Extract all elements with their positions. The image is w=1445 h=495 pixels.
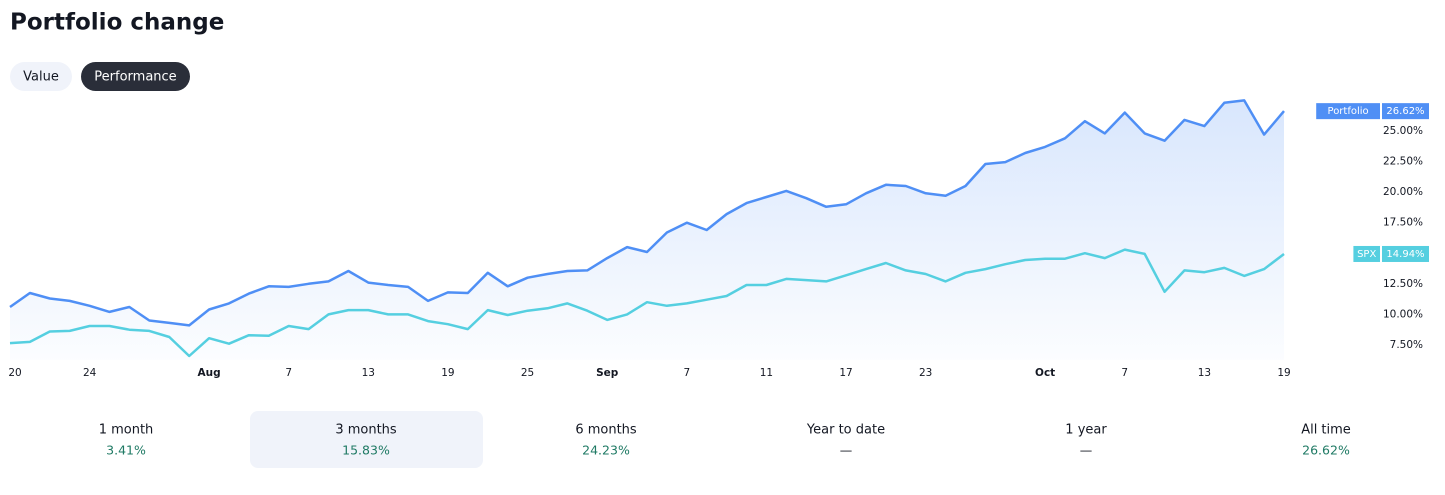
period-label: All time	[1301, 423, 1351, 438]
badge-name: SPX	[1357, 249, 1376, 260]
y-tick-label: 10.00%	[1383, 308, 1423, 320]
period-value: 3.41%	[106, 443, 146, 458]
x-tick-label: 20	[8, 367, 21, 379]
series-line	[9, 99, 1285, 327]
period-value: —	[1080, 443, 1093, 458]
y-tick-label: 22.50%	[1383, 156, 1423, 168]
period-tab[interactable]: All time 26.62%	[1301, 423, 1351, 458]
toggle-bg	[81, 62, 190, 91]
x-tick-label: Oct	[1035, 367, 1055, 379]
x-tick-label: 19	[441, 367, 454, 379]
x-tick-label: 23	[919, 367, 932, 379]
x-tick-label: 7	[683, 367, 690, 379]
x-tick-label: 25	[521, 367, 534, 379]
toggle-label: Performance	[94, 70, 176, 85]
x-tick-label: Sep	[596, 367, 619, 379]
period-tab[interactable]: 1 year —	[1065, 423, 1107, 458]
x-tick-label: Aug	[198, 367, 221, 379]
x-tick-label: 7	[285, 367, 292, 379]
period-label: 1 month	[99, 423, 154, 438]
x-tick-label: 24	[83, 367, 97, 379]
x-tick-label: 19	[1277, 367, 1290, 379]
period-value: 24.23%	[582, 443, 630, 458]
x-tick-label: 7	[1121, 367, 1128, 379]
period-tab[interactable]: 6 months 24.23%	[575, 423, 637, 458]
title: Portfolio change	[10, 10, 224, 36]
x-tick-label: 17	[839, 367, 852, 379]
period-value: —	[840, 443, 853, 458]
period-label: 6 months	[575, 423, 637, 438]
period-label: 3 months	[335, 423, 397, 438]
series-area	[10, 100, 1284, 361]
period-tab[interactable]: 1 month 3.41%	[99, 423, 154, 458]
x-tick-label: 11	[760, 367, 773, 379]
period-selected-bg	[250, 411, 483, 468]
badge-name-bg	[1316, 103, 1380, 120]
badge-value-bg	[1382, 245, 1429, 262]
y-tick-label: 25.00%	[1383, 125, 1423, 137]
x-tick-label: 13	[362, 367, 375, 379]
y-tick-label: 12.50%	[1383, 278, 1423, 290]
toggle-label: Value	[23, 70, 59, 85]
y-tick-label: 7.50%	[1390, 339, 1423, 351]
period-value: 26.62%	[1302, 443, 1350, 458]
toggle-button[interactable]: Value	[10, 62, 72, 91]
badge-name-bg	[1353, 245, 1380, 262]
y-tick-label: 20.00%	[1383, 186, 1423, 198]
period-label: Year to date	[806, 423, 885, 438]
series-line	[9, 248, 1285, 358]
period-tab[interactable]: Year to date —	[806, 423, 885, 458]
x-tick-label: 13	[1198, 367, 1211, 379]
toggle-bg	[10, 62, 72, 91]
badge-value-bg	[1382, 103, 1429, 120]
period-label: 1 year	[1065, 423, 1107, 438]
period-tab[interactable]: 3 months 15.83%	[250, 411, 483, 468]
toggle-button[interactable]: Performance	[81, 62, 190, 91]
period-value: 15.83%	[342, 443, 390, 458]
y-tick-label: 17.50%	[1383, 217, 1423, 229]
badge-value: 14.94%	[1386, 249, 1424, 260]
badge-value: 26.62%	[1386, 106, 1424, 117]
badge-name: Portfolio	[1328, 106, 1369, 117]
